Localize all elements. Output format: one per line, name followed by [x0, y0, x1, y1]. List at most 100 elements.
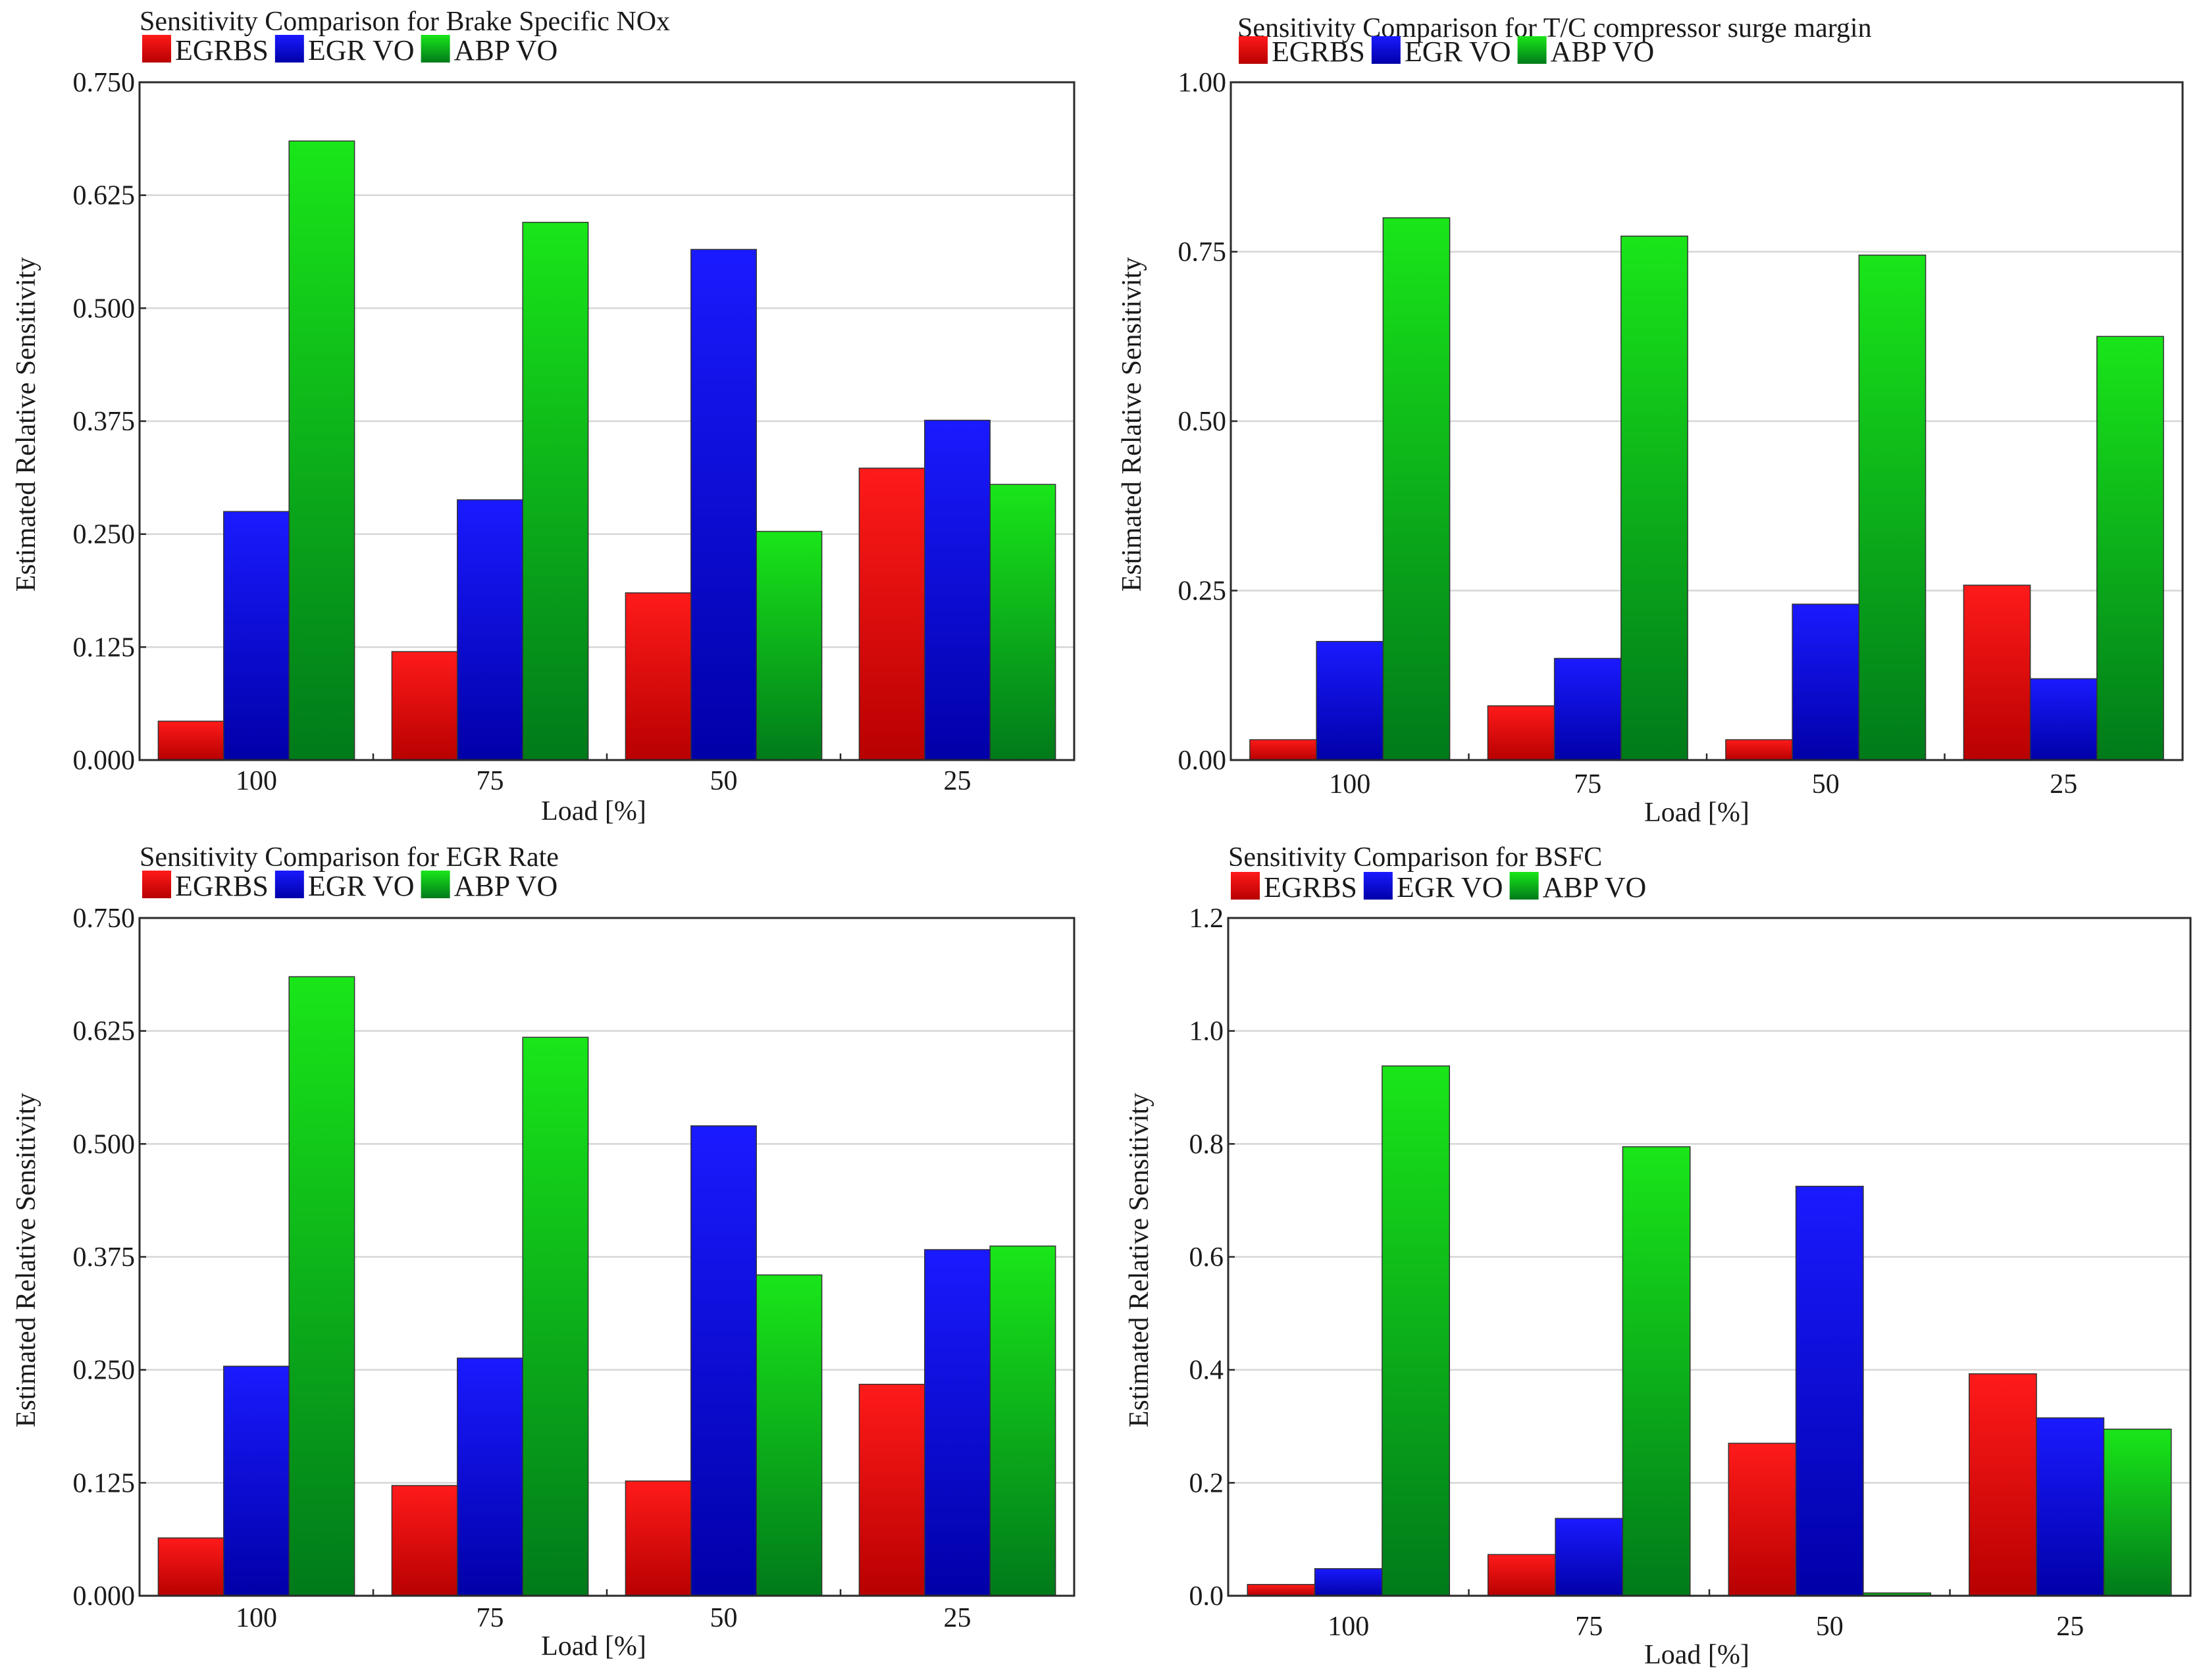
legend-label-egr-vo: EGR VO [1397, 871, 1503, 904]
x-tick-label: 25 [944, 766, 971, 796]
bar-egrbs-25 [858, 467, 925, 761]
bar-egrbs-25 [858, 1383, 925, 1596]
x-tick-label: 50 [710, 1603, 738, 1633]
legend-label-abp-vo: ABP VO [1543, 871, 1647, 904]
bar-egr-vo-75 [1553, 657, 1622, 761]
x-tick-label: 100 [1328, 1612, 1369, 1642]
bar-egr-vo-25 [2029, 678, 2098, 761]
y-tick-label: 0.50 [1178, 407, 1227, 437]
legend: EGRBS EGR VO ABP VO [1239, 36, 1654, 68]
legend-swatch-egr-vo [1371, 36, 1401, 64]
bar-egrbs-75 [1487, 1554, 1556, 1596]
y-tick-label: 0.75 [1178, 238, 1227, 268]
bar-egr-vo-100 [223, 1365, 290, 1596]
chart-panel-bsfc: Sensitivity Comparison for BSFC EGRBS EGR… [1124, 842, 2192, 1670]
bar-abp-vo-75 [1622, 1146, 1691, 1596]
legend-label-egrbs: EGRBS [1272, 36, 1365, 68]
y-tick-label: 0.000 [73, 746, 136, 776]
y-tick-label: 0.500 [73, 1129, 136, 1159]
bar-egr-vo-50 [690, 249, 757, 761]
bar-egrbs-50 [1728, 1442, 1797, 1596]
bar-abp-vo-100 [1382, 217, 1451, 761]
x-tick-label: 100 [236, 1603, 277, 1633]
bar-abp-vo-25 [989, 484, 1056, 761]
x-tick-label: 75 [477, 1603, 504, 1633]
bar-abp-vo-50 [756, 530, 823, 761]
y-tick-label: 0.0 [1189, 1581, 1224, 1612]
legend-swatch-egrbs [1231, 872, 1260, 900]
bar-egr-vo-25 [924, 1249, 991, 1596]
legend: EGRBS EGR VO ABP VO [1231, 871, 1646, 904]
plot-area: 0.00 0.25 0.50 0.75 1.00 100 75 50 25 [1178, 68, 2184, 800]
bar-egr-vo-100 [1316, 641, 1384, 761]
x-axis-label: Load [%] [1644, 1640, 1749, 1670]
bar-egr-vo-75 [457, 499, 523, 761]
y-axis-label: Estimated Relative Sensitivity [1124, 1093, 1154, 1428]
legend-swatch-abp-vo [1509, 872, 1539, 900]
x-tick-label: 25 [2056, 1612, 2084, 1642]
legend-swatch-egr-vo [1363, 872, 1393, 900]
legend-swatch-egr-vo [274, 35, 304, 63]
x-tick-label: 25 [944, 1603, 971, 1633]
legend-label-abp-vo: ABP VO [454, 34, 558, 66]
chart-panel-brake-specific-nox: Sensitivity Comparison for Brake Specifi… [11, 7, 1075, 827]
bar-egr-vo-100 [223, 511, 290, 761]
legend-label-abp-vo: ABP VO [454, 870, 558, 902]
y-tick-label: 0.125 [73, 632, 136, 663]
x-tick-label: 100 [1329, 769, 1370, 800]
legend-swatch-abp-vo [1517, 36, 1547, 64]
bar-egrbs-50 [1725, 739, 1793, 761]
bar-egrbs-75 [1487, 705, 1555, 761]
x-tick-label: 75 [1574, 769, 1601, 800]
bar-egr-vo-100 [1314, 1568, 1383, 1596]
legend-swatch-egrbs [142, 871, 171, 898]
bar-egr-vo-50 [1795, 1185, 1864, 1596]
bar-egrbs-25 [1963, 584, 2031, 761]
chart-title: Sensitivity Comparison for EGR Rate [140, 842, 559, 873]
bar-egr-vo-75 [1555, 1517, 1624, 1596]
y-tick-label: 0.8 [1189, 1129, 1224, 1159]
bar-abp-vo-100 [288, 976, 355, 1596]
bar-egrbs-75 [391, 651, 458, 761]
bar-abp-vo-25 [2096, 336, 2164, 761]
chart-panel-tc-compressor-surge-margin: Sensitivity Comparison for T/C compresso… [1117, 13, 2184, 828]
bar-abp-vo-75 [522, 222, 589, 761]
x-tick-label: 100 [236, 766, 277, 796]
y-tick-label: 0.625 [73, 1017, 136, 1047]
y-tick-label: 0.500 [73, 293, 136, 324]
y-tick-label: 0.00 [1178, 746, 1227, 776]
y-tick-label: 0.750 [73, 68, 136, 98]
x-tick-label: 25 [2050, 769, 2077, 800]
y-tick-label: 0.750 [73, 904, 136, 934]
plot-area: 0.0 0.2 0.4 0.6 0.8 1.0 1.2 100 75 50 25 [1189, 904, 2192, 1642]
y-tick-label: 0.2 [1189, 1468, 1224, 1498]
x-tick-label: 75 [477, 766, 504, 796]
bar-egr-vo-50 [690, 1125, 757, 1596]
y-axis-label: Estimated Relative Sensitivity [1117, 257, 1147, 592]
y-tick-label: 0.625 [73, 181, 136, 211]
legend: EGRBS EGR VO ABP VO [142, 34, 557, 66]
y-tick-label: 1.2 [1189, 904, 1224, 934]
bar-abp-vo-75 [522, 1036, 589, 1596]
plot-area: 0.000 0.125 0.250 0.375 0.500 0.625 0.750 100 75… [73, 904, 1075, 1633]
plot-frame [1227, 917, 2192, 1597]
bar-egrbs-75 [391, 1485, 458, 1596]
legend-label-egrbs: EGRBS [175, 870, 269, 902]
plot-area: 0.000 0.125 0.250 0.375 0.500 0.625 0.750 100 75… [73, 68, 1075, 796]
bar-egr-vo-25 [924, 419, 991, 761]
bar-egrbs-50 [625, 1480, 692, 1596]
chart-title: Sensitivity Comparison for Brake Specifi… [140, 7, 670, 37]
plot-frame [138, 81, 1075, 761]
legend-label-egrbs: EGRBS [1264, 871, 1357, 904]
legend-swatch-abp-vo [421, 35, 450, 63]
x-tick-label: 50 [1812, 769, 1840, 800]
y-tick-label: 1.00 [1178, 68, 1227, 98]
chart-panel-egr-rate: Sensitivity Comparison for EGR Rate EGRB… [11, 842, 1075, 1662]
plot-frame [138, 917, 1075, 1597]
y-tick-label: 0.125 [73, 1468, 136, 1498]
bar-abp-vo-50 [756, 1274, 823, 1596]
bar-egr-vo-50 [1792, 603, 1860, 761]
x-axis-label: Load [%] [1644, 798, 1749, 828]
bar-egr-vo-75 [457, 1358, 523, 1596]
legend-label-egr-vo: EGR VO [308, 34, 415, 66]
